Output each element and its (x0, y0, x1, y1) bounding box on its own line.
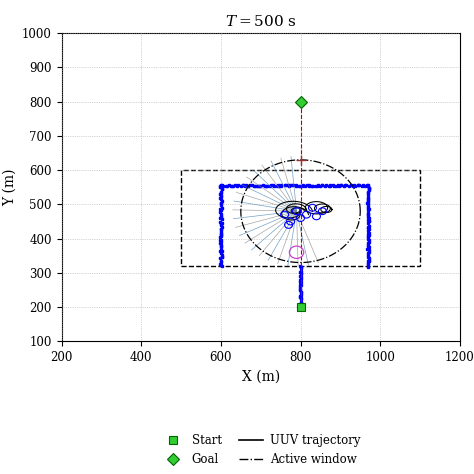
Bar (181, 170, 420, 266)
Title: $T = 500$ s: $T = 500$ s (225, 14, 297, 29)
Y-axis label: Y (m): Y (m) (2, 168, 17, 206)
Legend: Start, Goal, UUV trajectory, Active window: Start, Goal, UUV trajectory, Active wind… (156, 429, 365, 471)
X-axis label: X (m): X (m) (242, 370, 280, 383)
